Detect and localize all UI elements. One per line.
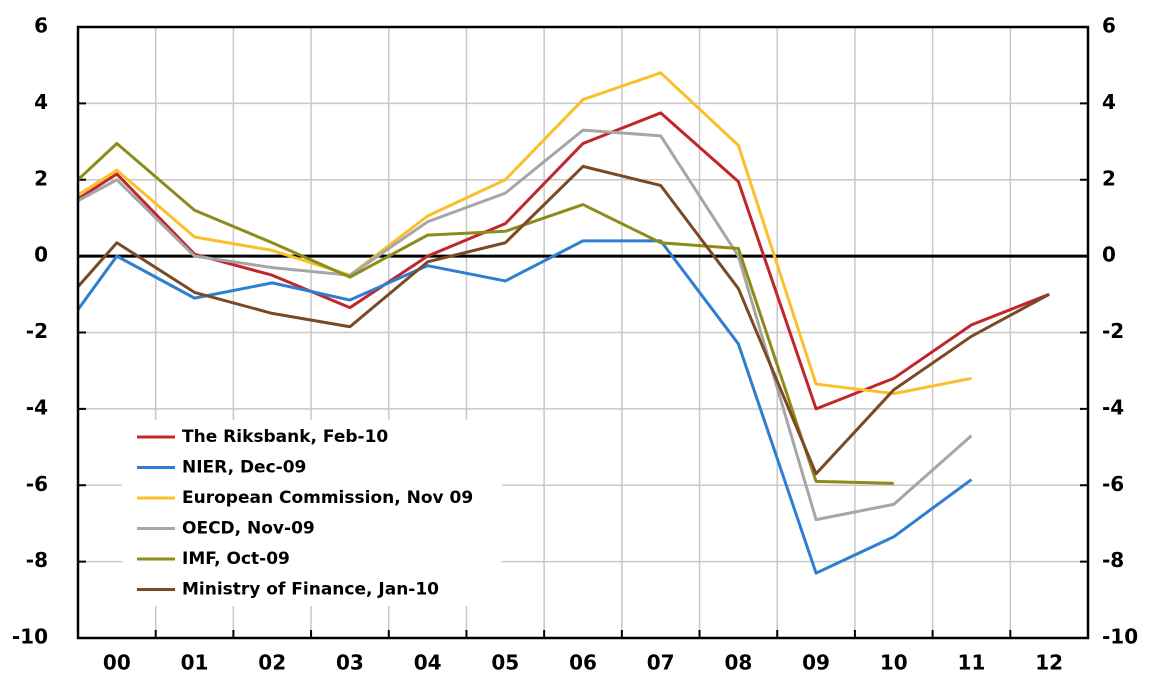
y2-tick-label: -8 (1102, 548, 1124, 572)
y-tick-label: 4 (34, 90, 48, 114)
series-line (78, 239, 973, 575)
y2-tick-label: 2 (1102, 166, 1116, 190)
x-tick-label: 12 (1035, 651, 1063, 675)
x-tick-label: 09 (802, 651, 830, 675)
y-tick-label: -4 (26, 395, 48, 419)
y2-tick-label: -6 (1102, 472, 1124, 496)
x-tick-label: 11 (958, 651, 986, 675)
plot-frame (76, 25, 1090, 640)
x-tick-label: 10 (880, 651, 908, 675)
series-line (78, 71, 972, 396)
y2-tick-label: -2 (1102, 319, 1124, 343)
y2-tick-label: -10 (1102, 625, 1138, 649)
series-line (78, 164, 1050, 476)
legend-label: NIER, Dec-09 (182, 458, 306, 478)
legend-label: IMF, Oct-09 (182, 549, 290, 569)
y2-tick-label: -4 (1102, 395, 1124, 419)
x-tick-label: 04 (414, 651, 442, 675)
series-line (78, 141, 894, 485)
y-tick-label: -6 (26, 472, 48, 496)
series-line (78, 128, 973, 522)
y2-tick-label: 0 (1102, 243, 1116, 267)
y-tick-label: 6 (34, 14, 48, 38)
legend-label: European Commission, Nov 09 (182, 488, 473, 508)
plot-lines (78, 71, 1050, 575)
x-tick-label: 02 (258, 651, 286, 675)
x-tick-label: 08 (724, 651, 752, 675)
y-tick-label: -10 (12, 625, 48, 649)
y-tick-label: -2 (26, 319, 48, 343)
y2-tick-label: 6 (1102, 14, 1116, 38)
legend-box (122, 420, 502, 606)
x-tick-label: 06 (569, 651, 597, 675)
x-tick-label: 00 (103, 651, 131, 675)
x-tick-label: 05 (491, 651, 519, 675)
x-tick-label: 03 (336, 651, 364, 675)
legend-label: Ministry of Finance, Jan-10 (182, 580, 439, 600)
x-tick-label: 07 (647, 651, 675, 675)
legend-label: OECD, Nov-09 (182, 519, 315, 539)
legend-label: The Riksbank, Feb-10 (182, 427, 388, 447)
y-tick-label: 0 (34, 243, 48, 267)
y-tick-label: 2 (34, 166, 48, 190)
y2-tick-label: 4 (1102, 90, 1116, 114)
x-tick-label: 01 (181, 651, 209, 675)
y-tick-label: -8 (26, 548, 48, 572)
